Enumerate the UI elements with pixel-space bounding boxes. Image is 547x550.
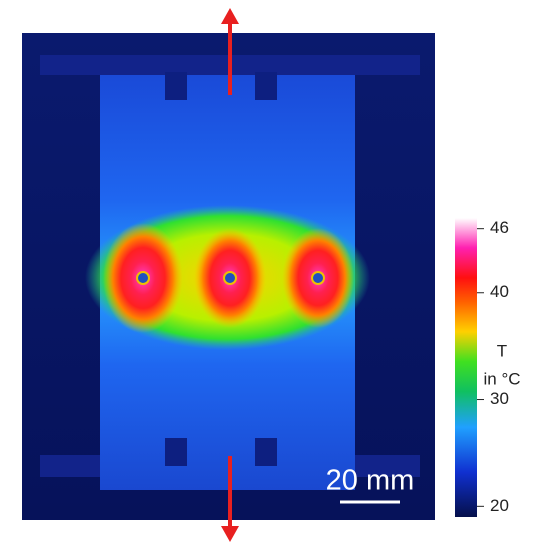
colorbar-title: in °C (483, 369, 520, 388)
load-arrows (221, 8, 239, 542)
scale-bar: 20 mm (326, 465, 415, 504)
tick-label: 20 (490, 496, 509, 515)
colorbar (455, 218, 477, 517)
scale-bar-label: 20 mm (326, 465, 415, 497)
tick-label: 30 (490, 389, 509, 408)
tick-label: 40 (490, 282, 509, 301)
tick-label: 46 (490, 218, 509, 237)
colorbar-title: T (497, 341, 507, 360)
thermal-image (22, 33, 435, 520)
